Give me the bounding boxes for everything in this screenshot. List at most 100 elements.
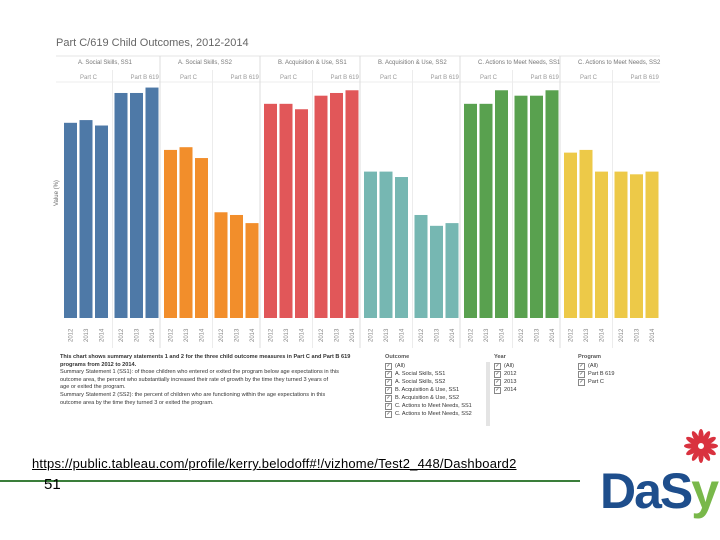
bar (414, 214, 428, 318)
filter-option[interactable]: ✓ (All) (385, 362, 405, 370)
bar (379, 171, 393, 318)
filter-option[interactable]: ✓ 2013 (494, 378, 517, 386)
filter-option[interactable]: ✓ C. Actions to Meet Needs, SS1 (385, 402, 472, 410)
x-tick-label: 2014 (500, 328, 506, 342)
description-line: outcome area, the percent who substantia… (60, 376, 329, 383)
checkbox-icon[interactable]: ✓ (385, 386, 392, 394)
bar (614, 171, 628, 318)
filter-option[interactable]: ✓ A. Social Skills, SS2 (385, 378, 446, 386)
x-tick-label: 2012 (319, 328, 325, 342)
bar (195, 158, 208, 318)
filter-option[interactable]: ✓ C. Actions to Meet Needs, SS2 (385, 410, 472, 418)
checkbox-icon[interactable]: ✓ (578, 370, 585, 378)
group-label: B. Acquisition & Use, SS2 (378, 60, 447, 66)
checkbox-icon[interactable]: ✓ (494, 386, 501, 394)
filter-option[interactable]: ✓ (All) (578, 362, 598, 370)
x-tick-label: 2013 (184, 328, 190, 342)
slide-number: 51 (44, 476, 61, 493)
bar (145, 87, 159, 318)
x-tick-label: 2013 (384, 328, 390, 342)
x-tick-label: 2013 (84, 328, 90, 342)
x-tick-label: 2012 (619, 328, 625, 342)
x-tick-label: 2013 (284, 328, 290, 342)
checkbox-icon[interactable]: ✓ (494, 370, 501, 378)
x-tick-label: 2012 (219, 328, 225, 342)
x-tick-label: 2013 (484, 328, 490, 342)
program-label: Part B 619 (131, 75, 160, 81)
filter-option[interactable]: ✓ B. Acquisition & Use, SS2 (385, 394, 460, 402)
checkbox-icon[interactable]: ✓ (385, 394, 392, 402)
checkbox-icon[interactable]: ✓ (385, 378, 392, 386)
flower-petal (701, 448, 711, 461)
x-tick-label: 2012 (119, 328, 125, 342)
checkbox-icon[interactable]: ✓ (385, 362, 392, 370)
program-label: Part C (80, 75, 98, 81)
filter-option[interactable]: ✓ Part C (578, 378, 604, 386)
program-label: Part C (180, 75, 198, 81)
bar (545, 90, 559, 319)
logo-text: DaSy (600, 463, 719, 519)
x-tick-label: 2014 (150, 328, 156, 342)
group-label: A. Social Skills, SS1 (78, 60, 133, 66)
bar (579, 149, 593, 318)
bar (330, 92, 343, 318)
program-label: Part C (480, 75, 498, 81)
chart-description: This chart shows summary statements 1 an… (60, 354, 378, 407)
program-label: Part C (380, 75, 398, 81)
description-line: This chart shows summary statements 1 an… (60, 354, 351, 360)
x-tick-label: 2014 (450, 328, 456, 342)
bar (95, 125, 108, 318)
program-label: Part B 619 (231, 75, 260, 81)
outcome-filter-scrollbar[interactable] (486, 362, 490, 426)
filter-option[interactable]: ✓ B. Acquisition & Use, SS1 (385, 386, 460, 394)
bar (464, 103, 477, 318)
bar (179, 147, 193, 318)
x-tick-label: 2013 (635, 328, 641, 342)
checkbox-icon[interactable]: ✓ (385, 402, 392, 410)
checkbox-icon[interactable]: ✓ (494, 362, 501, 370)
program-label: Part B 619 (331, 75, 360, 81)
x-tick-label: 2014 (550, 328, 556, 342)
flower-center (696, 441, 706, 451)
bar (645, 171, 659, 318)
dashboard-link[interactable]: https://public.tableau.com/profile/kerry… (32, 456, 517, 471)
group-label: C. Actions to Meet Needs, SS2 (578, 60, 661, 66)
bar (79, 120, 93, 318)
x-tick-label: 2013 (535, 328, 541, 342)
x-tick-label: 2014 (650, 328, 656, 342)
chart-title: Part C/619 Child Outcomes, 2012-2014 (56, 37, 249, 49)
bar (264, 103, 277, 318)
group-label: C. Actions to Meet Needs, SS1 (478, 60, 561, 66)
x-tick-label: 2012 (569, 328, 575, 342)
flower-petal (703, 446, 716, 456)
filter-option[interactable]: ✓ (All) (494, 362, 514, 370)
program-label: Part C (280, 75, 298, 81)
filter-option[interactable]: ✓ Part B 619 (578, 370, 615, 378)
x-tick-label: 2013 (584, 328, 590, 342)
x-tick-label: 2013 (435, 328, 441, 342)
filter-option[interactable]: ✓ A. Social Skills, SS1 (385, 370, 446, 378)
x-tick-label: 2014 (250, 328, 256, 342)
checkbox-icon[interactable]: ✓ (578, 378, 585, 386)
x-tick-label: 2012 (519, 328, 525, 342)
filter-option[interactable]: ✓ 2014 (494, 386, 517, 394)
bar (430, 225, 443, 318)
description-line: outcome area by the time they turned 3 o… (60, 399, 214, 406)
bar (230, 214, 243, 318)
checkbox-icon[interactable]: ✓ (385, 370, 392, 378)
x-tick-label: 2012 (169, 328, 175, 342)
bar (130, 92, 143, 318)
checkbox-icon[interactable]: ✓ (578, 362, 585, 370)
checkbox-icon[interactable]: ✓ (494, 378, 501, 386)
flower-icon (684, 429, 718, 463)
x-tick-label: 2014 (300, 328, 306, 342)
bar (514, 95, 528, 318)
checkbox-icon[interactable]: ✓ (385, 410, 392, 418)
footer-divider (0, 480, 580, 482)
filter-option[interactable]: ✓ 2012 (494, 370, 517, 378)
flower-petal (686, 436, 699, 446)
year-filter-title: Year (494, 354, 506, 360)
bar (164, 149, 177, 318)
program-label: Part B 619 (531, 75, 560, 81)
outcomes-bar-chart: Part C/619 Child Outcomes, 2012-2014 Valu… (54, 37, 661, 348)
